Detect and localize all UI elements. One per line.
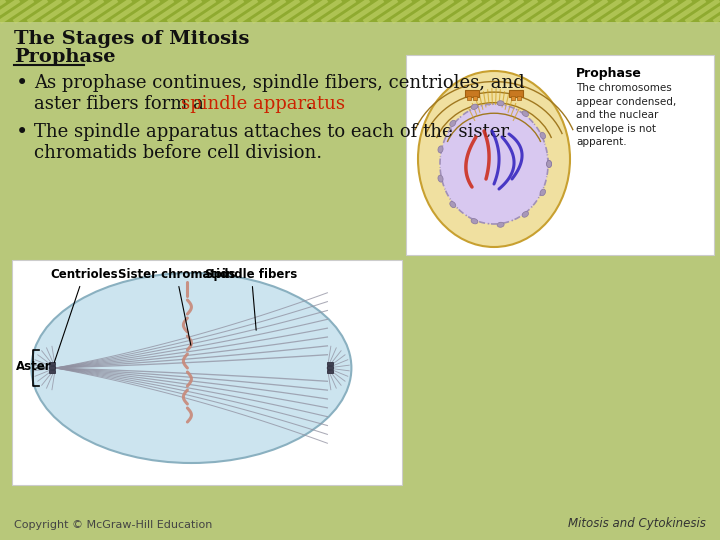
Text: chromatids before cell division.: chromatids before cell division. xyxy=(34,144,322,162)
Text: The Stages of Mitosis: The Stages of Mitosis xyxy=(14,30,249,48)
Bar xyxy=(509,90,523,97)
Ellipse shape xyxy=(471,219,478,224)
Bar xyxy=(406,55,714,255)
Text: Sister chromatids: Sister chromatids xyxy=(117,268,235,345)
Ellipse shape xyxy=(32,273,351,463)
Ellipse shape xyxy=(450,120,456,126)
Text: The spindle apparatus attaches to each of the sister: The spindle apparatus attaches to each o… xyxy=(34,123,509,141)
Text: Aster: Aster xyxy=(16,360,52,373)
Bar xyxy=(328,366,333,369)
Text: Spindle fibers: Spindle fibers xyxy=(205,268,297,330)
Ellipse shape xyxy=(438,146,443,153)
Ellipse shape xyxy=(450,201,456,208)
Text: Mitosis and Cytokinesis: Mitosis and Cytokinesis xyxy=(568,517,706,530)
Ellipse shape xyxy=(497,222,504,227)
Ellipse shape xyxy=(540,189,546,196)
Bar xyxy=(328,362,333,365)
Text: spindle apparatus: spindle apparatus xyxy=(181,95,345,113)
Ellipse shape xyxy=(540,132,546,139)
Bar xyxy=(465,90,479,97)
Ellipse shape xyxy=(546,160,552,167)
Ellipse shape xyxy=(497,101,504,106)
Text: Prophase: Prophase xyxy=(576,67,642,80)
Bar xyxy=(50,370,55,373)
Text: Centrioles: Centrioles xyxy=(50,268,117,362)
Bar xyxy=(0,0,720,22)
Bar xyxy=(328,370,333,373)
Text: aster fibers form a: aster fibers form a xyxy=(34,95,210,113)
Bar xyxy=(511,97,515,100)
Bar xyxy=(50,362,55,365)
Text: .: . xyxy=(306,95,312,113)
Text: •: • xyxy=(16,123,28,142)
Ellipse shape xyxy=(438,175,443,182)
Ellipse shape xyxy=(440,104,548,224)
Ellipse shape xyxy=(522,111,528,117)
Ellipse shape xyxy=(546,160,552,167)
Bar xyxy=(12,260,402,485)
Text: As prophase continues, spindle fibers, centrioles, and: As prophase continues, spindle fibers, c… xyxy=(34,74,525,92)
Bar xyxy=(467,97,471,100)
Ellipse shape xyxy=(418,71,570,247)
Text: Prophase: Prophase xyxy=(14,48,115,66)
Bar xyxy=(517,97,521,100)
Ellipse shape xyxy=(471,104,478,110)
Text: •: • xyxy=(16,74,28,93)
Ellipse shape xyxy=(522,212,528,217)
Bar xyxy=(50,366,55,369)
Text: The chromosomes
appear condensed,
and the nuclear
envelope is not
apparent.: The chromosomes appear condensed, and th… xyxy=(576,83,676,147)
Bar xyxy=(473,97,477,100)
Text: Copyright © McGraw-Hill Education: Copyright © McGraw-Hill Education xyxy=(14,520,212,530)
